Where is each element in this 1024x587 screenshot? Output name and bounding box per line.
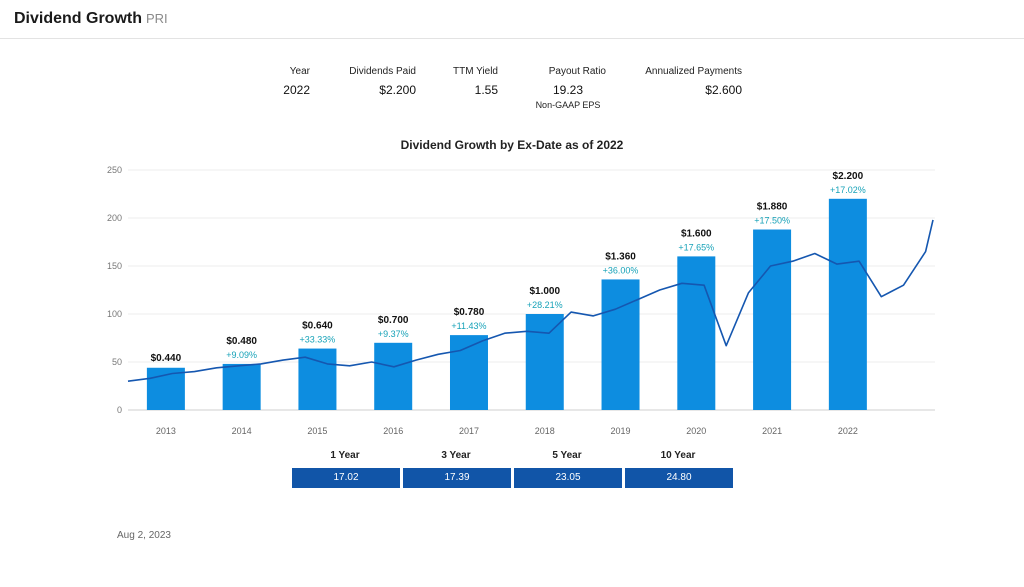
stat-label: TTM Yield (452, 66, 498, 77)
bar (828, 198, 867, 410)
x-tick-label: 2018 (535, 426, 555, 436)
bar-value-label: $0.480 (226, 336, 257, 347)
bar-growth-label: +17.50% (754, 216, 790, 226)
x-tick-label: 2016 (383, 426, 403, 436)
stat-value: $2.600 (705, 83, 742, 97)
chart-labels: 2013 $0.440 2014 $0.480 +9.09% 2015 $0.640 +33.… (151, 171, 866, 436)
bar-value-label: $1.600 (681, 228, 712, 239)
price-line (127, 219, 934, 382)
x-tick-label: 2015 (307, 426, 327, 436)
x-tick-label: 2019 (611, 426, 631, 436)
stat-payout-ratio: Payout Ratio 19.23 Non-GAAP EPS (530, 66, 606, 110)
y-tick-label: 150 (107, 261, 122, 271)
bar-growth-label: +17.02% (830, 185, 866, 195)
x-tick-label: 2017 (459, 426, 479, 436)
stat-value: $2.200 (379, 83, 416, 97)
bar-growth-label: +36.00% (603, 265, 639, 275)
bar (677, 256, 716, 410)
stat-label: Annualized Payments (645, 66, 742, 77)
stat-value: 19.23 (552, 83, 584, 97)
y-tick-label: 100 (107, 309, 122, 319)
stat-dividends-paid: Dividends Paid $2.200 (330, 66, 416, 97)
stat-annualized-payments: Annualized Payments $2.600 (630, 66, 742, 97)
y-tick-label: 200 (107, 213, 122, 223)
bar-value-label: $0.780 (454, 307, 485, 318)
bar-value-label: $0.700 (378, 315, 409, 326)
bar-growth-label: +17.65% (678, 242, 714, 252)
bar-value-label: $1.880 (757, 202, 788, 213)
bar-growth-label: +9.37% (378, 329, 409, 339)
dividend-chart: 0 50 100 150 200 250 2013 $0.440 2014 $0.480 +9.0… (107, 165, 935, 436)
x-tick-label: 2021 (762, 426, 782, 436)
stat-label: Dividends Paid (349, 66, 416, 77)
stat-label: Year (289, 66, 310, 77)
growth-label: 5 Year (552, 450, 582, 461)
growth-label: 10 Year (660, 450, 696, 461)
bar-value-label: $2.200 (833, 171, 864, 182)
bar-value-label: $0.440 (151, 353, 182, 364)
growth-label: 1 Year (330, 450, 360, 461)
as-of-date: Aug 2, 2023 (117, 530, 171, 541)
stat-value: 1.55 (474, 83, 498, 97)
bar-value-label: $0.640 (302, 321, 333, 332)
bar (525, 314, 564, 410)
y-tick-label: 50 (112, 357, 122, 367)
stat-sublabel: Non-GAAP EPS (535, 100, 601, 110)
y-tick-label: 0 (117, 405, 122, 415)
growth-label: 3 Year (441, 450, 471, 461)
growth-value: 17.39 (403, 468, 511, 488)
stat-label: Payout Ratio (548, 66, 606, 77)
bar (298, 348, 337, 410)
stat-year: Year 2022 (250, 66, 310, 97)
page-title: Dividend Growth PRI (14, 10, 168, 28)
x-tick-label: 2014 (232, 426, 252, 436)
title-text: Dividend Growth (14, 10, 142, 27)
bar-growth-label: +33.33% (300, 335, 336, 345)
page-header: Dividend Growth PRI (0, 0, 1024, 39)
growth-value: 23.05 (514, 468, 622, 488)
growth-value: 24.80 (625, 468, 733, 488)
bar-growth-label: +28.21% (527, 300, 563, 310)
x-tick-label: 2022 (838, 426, 858, 436)
bar (601, 279, 640, 410)
ticker-symbol: PRI (146, 11, 168, 26)
growth-value: 17.02 (292, 468, 400, 488)
bar-value-label: $1.000 (529, 286, 560, 297)
bar (222, 363, 261, 410)
x-tick-label: 2020 (686, 426, 706, 436)
stat-ttm-yield: TTM Yield 1.55 (436, 66, 498, 97)
bar-growth-label: +9.09% (226, 350, 257, 360)
bar-value-label: $1.360 (605, 251, 636, 262)
chart-price-line (127, 219, 934, 382)
stat-value: 2022 (283, 83, 310, 97)
bar (374, 342, 413, 410)
y-tick-label: 250 (107, 165, 122, 175)
bar (753, 229, 792, 410)
bar-growth-label: +11.43% (451, 321, 486, 331)
x-tick-label: 2013 (156, 426, 176, 436)
chart-bars (146, 198, 867, 410)
chart-title: Dividend Growth by Ex-Date as of 2022 (400, 138, 624, 152)
